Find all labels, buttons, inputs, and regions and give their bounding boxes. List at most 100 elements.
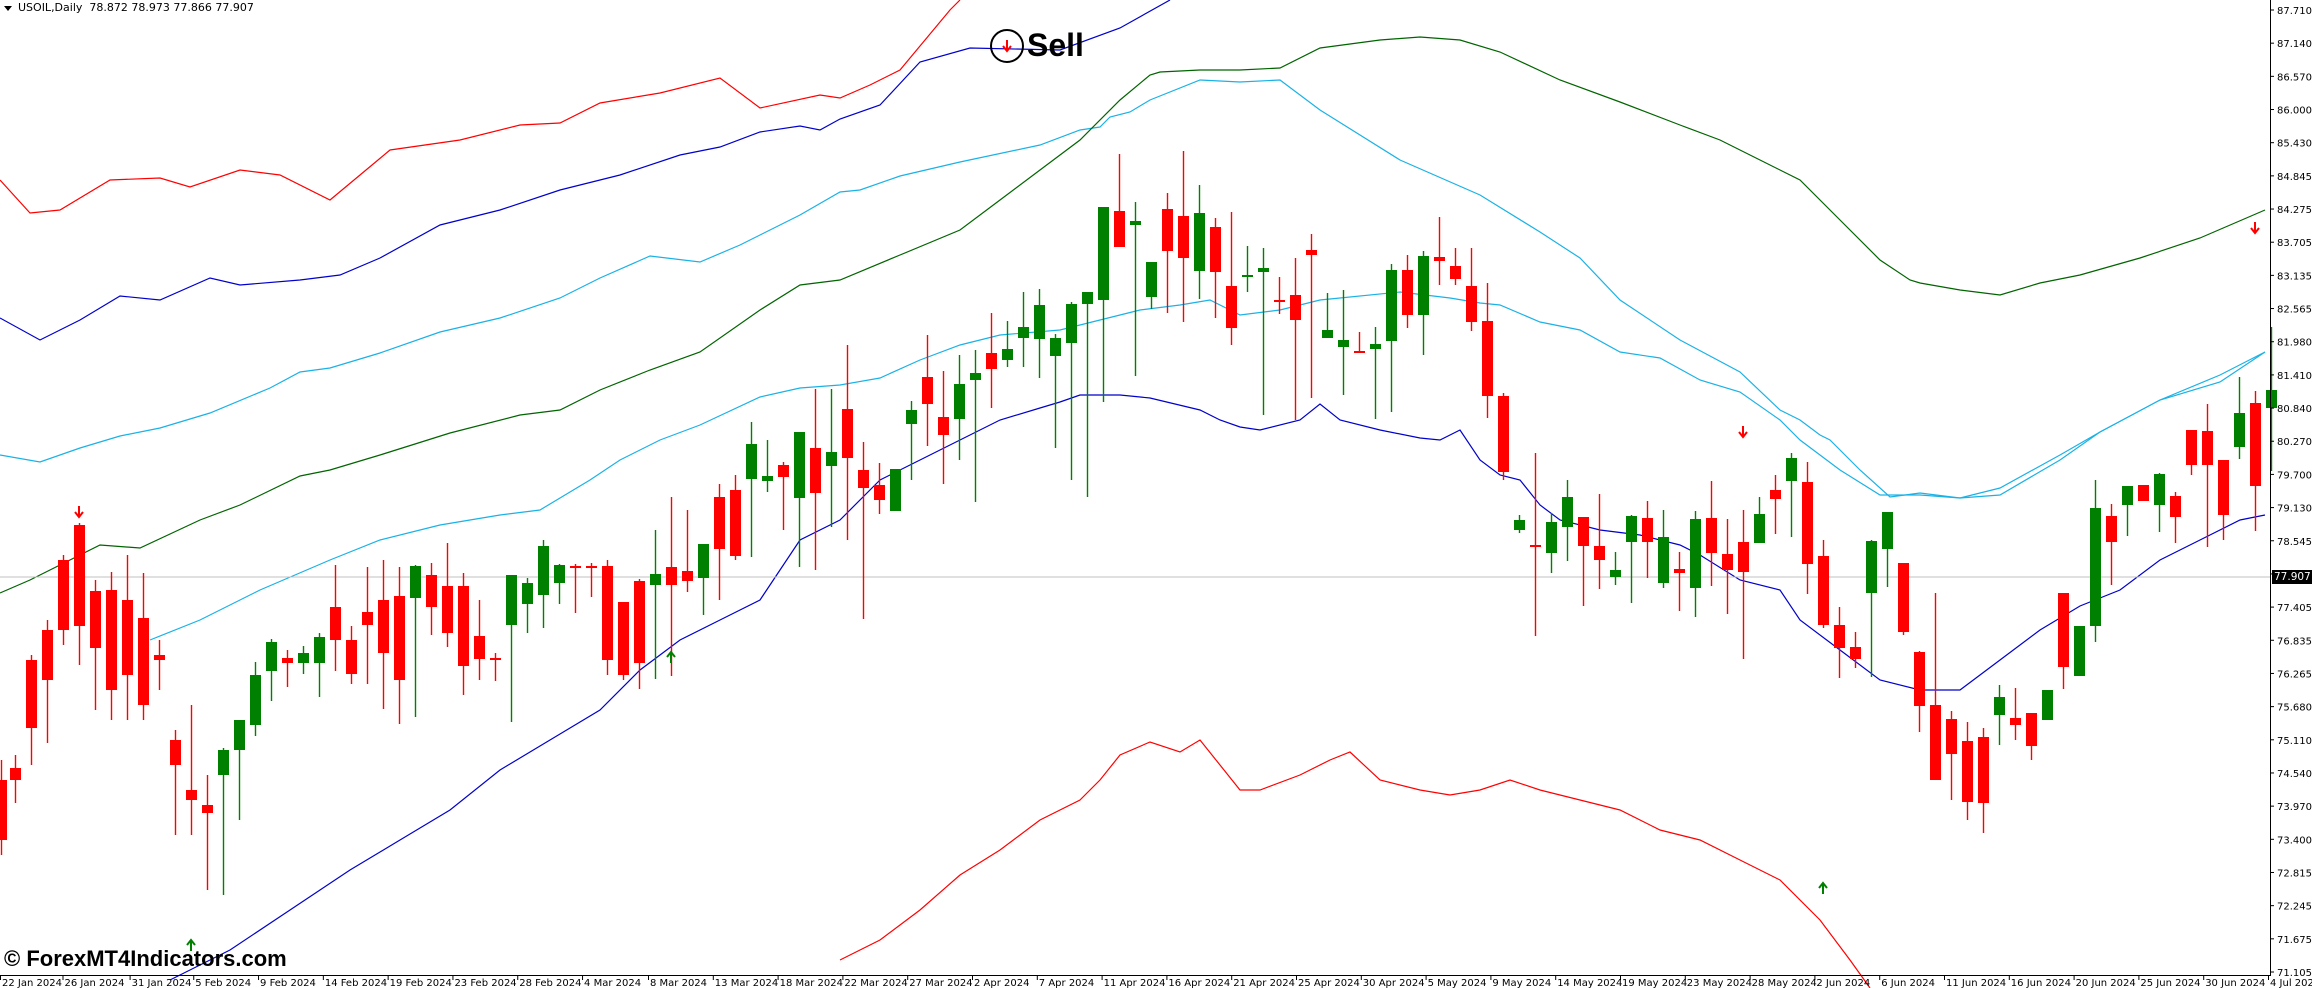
date-tick-label: 25 Apr 2024 <box>1298 978 1360 988</box>
date-tick-label: 9 May 2024 <box>1492 978 1551 988</box>
bear-candle <box>1818 540 1829 628</box>
bear-candle <box>1674 552 1685 611</box>
bull-candle <box>1370 327 1381 419</box>
bear-candle <box>426 563 437 635</box>
bear-candle <box>778 462 789 530</box>
date-tick-label: 14 Feb 2024 <box>325 978 387 988</box>
current-price-tag: 77.907 <box>2272 570 2312 584</box>
bull-candle <box>250 662 261 736</box>
bull-candle <box>522 578 533 633</box>
buy-arrow-icon <box>1818 881 1828 894</box>
bear-candle <box>362 567 373 684</box>
price-tick-label: 74.540 <box>2277 769 2312 780</box>
bull-candle <box>1610 552 1621 585</box>
bear-candle <box>1114 154 1125 247</box>
sell-circle-icon <box>990 29 1024 63</box>
bull-candle <box>1002 321 1013 367</box>
bear-candle <box>858 442 869 619</box>
bull-candle <box>1786 453 1797 537</box>
mid-upper-band-line <box>0 0 1171 341</box>
bear-candle <box>570 564 581 613</box>
bull-candle <box>794 432 805 567</box>
date-tick-label: 30 Apr 2024 <box>1363 978 1425 988</box>
bull-candle <box>218 748 229 895</box>
watermark: © ForexMT4Indicators.com <box>4 946 287 971</box>
bull-candle <box>1130 202 1141 376</box>
bull-candle <box>506 575 517 722</box>
date-tick-label: 25 Jun 2024 <box>2140 978 2200 988</box>
bull-candle <box>234 720 245 820</box>
price-tick-label: 86.000 <box>2277 106 2312 117</box>
outer-lower-band-line <box>839 739 1871 988</box>
date-tick-label: 6 Jun 2024 <box>1881 978 1935 988</box>
price-tick-label: 82.565 <box>2277 305 2312 316</box>
date-tick-label: 22 Jan 2024 <box>2 978 62 988</box>
bull-candle <box>1994 685 2005 745</box>
date-tick-label: 22 Mar 2024 <box>844 978 907 988</box>
bull-candle <box>1690 511 1701 617</box>
price-tick-label: 86.570 <box>2277 72 2312 83</box>
price-tick-label: 79.130 <box>2277 504 2312 515</box>
bear-candle <box>1274 277 1285 314</box>
price-tick-label: 71.675 <box>2277 935 2312 946</box>
chart-title: USOIL,Daily 78.872 78.973 77.866 77.907 <box>4 1 254 14</box>
bear-candle <box>186 705 197 835</box>
bear-candle <box>1578 517 1589 606</box>
price-tick-label: 72.815 <box>2277 868 2312 879</box>
bear-candle <box>666 497 677 676</box>
date-tick-label: 28 May 2024 <box>1752 978 1817 988</box>
bull-candle <box>1514 515 1525 533</box>
bull-candle <box>314 633 325 697</box>
price-tick-label: 79.700 <box>2277 470 2312 481</box>
sell-arrow-icon <box>1738 426 1748 439</box>
bear-candle <box>42 620 53 743</box>
date-tick-label: 11 Apr 2024 <box>1104 978 1166 988</box>
price-tick-label: 75.110 <box>2277 736 2312 747</box>
bear-candle <box>1738 510 1749 659</box>
date-tick-label: 5 May 2024 <box>1428 978 1487 988</box>
price-tick-label: 72.245 <box>2277 902 2312 913</box>
dropdown-triangle-icon[interactable] <box>4 5 12 11</box>
price-tick-label: 78.545 <box>2277 537 2312 548</box>
bear-candle <box>1930 593 1941 780</box>
bear-candle <box>1706 481 1717 586</box>
bear-candle <box>730 475 741 560</box>
date-tick-label: 13 Mar 2024 <box>715 978 778 988</box>
bull-candle <box>1626 515 1637 603</box>
bull-candle <box>890 469 901 511</box>
time-axis[interactable]: 22 Jan 2024 26 Jan 2024 31 Jan 2024 5 Feb 2… <box>0 975 2312 988</box>
buy-arrow-icon <box>186 938 196 951</box>
sell-arrow-icon <box>1002 40 1012 53</box>
bear-candle <box>1770 475 1781 534</box>
bear-candle <box>1434 217 1445 285</box>
bull-candle <box>1082 292 1093 497</box>
date-tick-label: 5 Feb 2024 <box>195 978 251 988</box>
bear-candle <box>74 523 85 665</box>
bear-candle <box>122 555 133 720</box>
bull-candle <box>650 530 661 679</box>
bull-candle <box>1866 540 1877 677</box>
bear-candle <box>202 775 213 890</box>
price-tick-label: 76.265 <box>2277 669 2312 680</box>
sell-signal-callout: Sell <box>990 27 1084 63</box>
bear-candle <box>2218 460 2229 540</box>
bear-candle <box>634 579 645 689</box>
price-axis[interactable]: 87.710 87.140 86.570 86.000 85.430 84.845 84.2… <box>2270 6 2312 979</box>
ohlc-values: 78.872 78.973 77.866 77.907 <box>89 1 254 14</box>
bear-candle <box>1210 218 1221 318</box>
bear-candle <box>1290 258 1301 420</box>
bull-candle <box>1658 510 1669 588</box>
date-tick-label: 18 Mar 2024 <box>780 978 843 988</box>
date-tick-label: 11 Jun 2024 <box>1946 978 2006 988</box>
bull-candle <box>266 639 277 701</box>
price-tick-label: 77.405 <box>2277 603 2312 614</box>
date-tick-label: 23 May 2024 <box>1687 978 1752 988</box>
bear-candle <box>0 760 7 855</box>
buy-arrow-icon <box>666 650 676 663</box>
date-tick-label: 23 Feb 2024 <box>454 978 516 988</box>
bull-candle <box>1242 246 1253 292</box>
bull-candle <box>1754 497 1765 543</box>
price-tick-label: 76.835 <box>2277 636 2312 647</box>
